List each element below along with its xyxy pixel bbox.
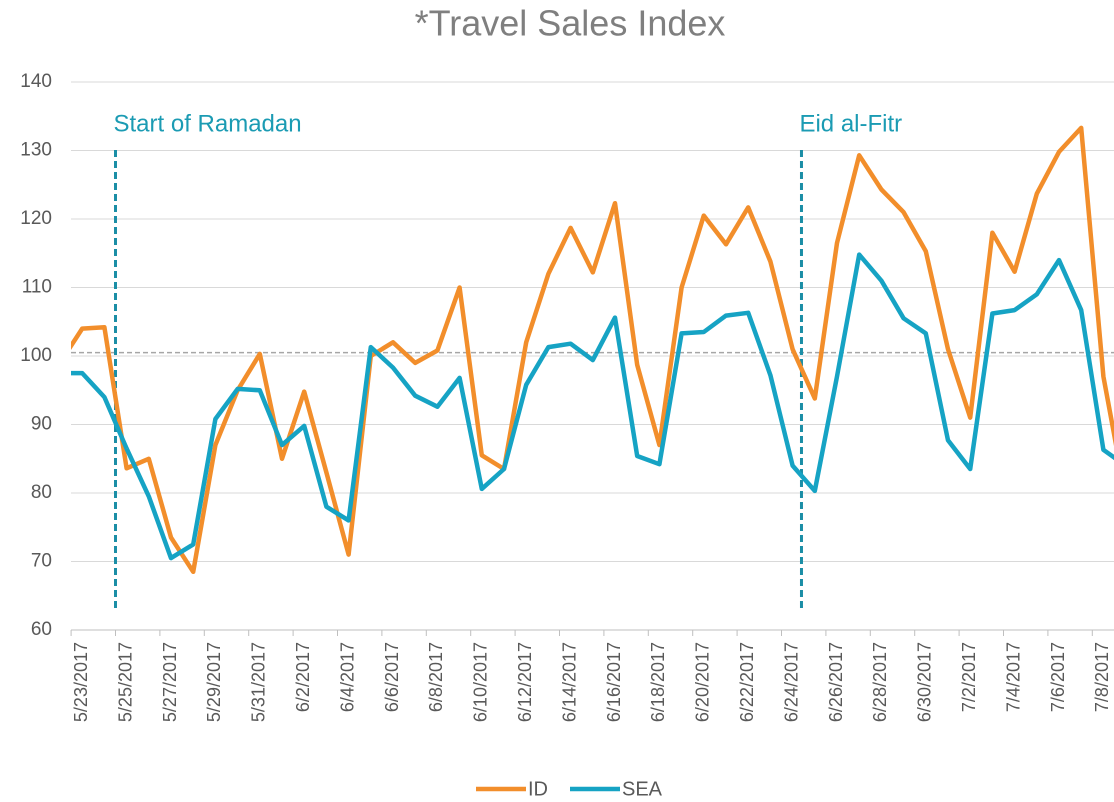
x-tick-label: 5/31/2017 <box>249 642 269 722</box>
y-tick-label: 60 <box>31 619 52 640</box>
x-tick-label: 6/30/2017 <box>915 642 935 722</box>
y-tick-label: 140 <box>20 71 52 92</box>
x-tick-label: 5/25/2017 <box>115 642 135 722</box>
y-tick-label: 100 <box>20 345 52 366</box>
x-tick-label: 6/4/2017 <box>337 642 357 712</box>
series-line <box>71 252 1114 561</box>
y-tick-label: 80 <box>31 482 52 503</box>
x-tick-label: 6/24/2017 <box>781 642 801 722</box>
x-tick-label: 6/2/2017 <box>293 642 313 712</box>
x-tick-label: 6/28/2017 <box>870 642 890 722</box>
x-tick-label: 6/22/2017 <box>737 642 757 722</box>
x-tick-label: 6/16/2017 <box>604 642 624 722</box>
x-tick-label: 6/20/2017 <box>693 642 713 722</box>
x-tick-label: 6/10/2017 <box>471 642 491 722</box>
annotation-label: Eid al-Fitr <box>799 110 902 137</box>
x-tick-label: 6/12/2017 <box>515 642 535 722</box>
legend-label: ID <box>528 778 548 800</box>
x-tick-label: 6/26/2017 <box>826 642 846 722</box>
x-tick-label: 7/8/2017 <box>1092 642 1112 712</box>
series-line <box>71 125 1114 575</box>
legend-label: SEA <box>622 778 663 800</box>
x-tick-label: 7/6/2017 <box>1048 642 1068 712</box>
plot-area <box>71 125 1114 575</box>
x-tick-label: 6/8/2017 <box>426 642 446 712</box>
chart-title: *Travel Sales Index <box>415 3 726 44</box>
y-tick-label: 70 <box>31 551 52 572</box>
x-tick-label: 6/14/2017 <box>559 642 579 722</box>
x-tick-label: 6/18/2017 <box>648 642 668 722</box>
y-tick-label: 90 <box>31 414 52 435</box>
x-tick-label: 7/2/2017 <box>959 642 979 712</box>
x-tick-label: 7/4/2017 <box>1003 642 1023 712</box>
y-tick-label: 130 <box>20 140 52 161</box>
x-tick-label: 6/6/2017 <box>382 642 402 712</box>
x-tick-label: 5/23/2017 <box>71 642 91 722</box>
annotation-label: Start of Ramadan <box>114 110 302 137</box>
y-tick-label: 110 <box>22 277 52 298</box>
x-tick-label: 5/29/2017 <box>204 642 224 722</box>
y-tick-label: 120 <box>20 208 52 229</box>
x-tick-label: 5/27/2017 <box>160 642 180 722</box>
